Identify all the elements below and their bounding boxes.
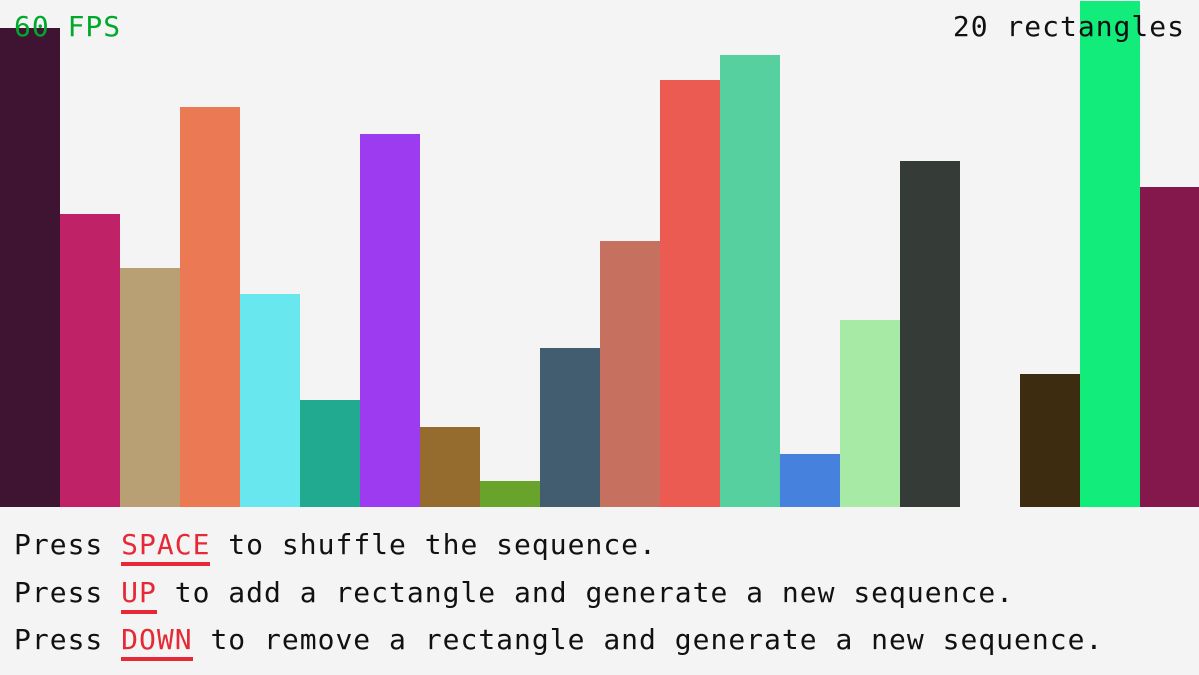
instruction-down: Press DOWN to remove a rectangle and gen… bbox=[14, 623, 1104, 661]
rectangle-bar bbox=[480, 481, 540, 507]
rectangle-bar bbox=[240, 294, 300, 507]
instruction-text: Press bbox=[14, 576, 122, 609]
key-down: DOWN bbox=[121, 623, 193, 661]
instruction-text: Press bbox=[14, 528, 122, 561]
rectangle-count: 20 rectangles bbox=[952, 10, 1185, 43]
key-space: SPACE bbox=[121, 528, 211, 566]
rectangles-area bbox=[0, 1, 1199, 507]
key-up: UP bbox=[121, 576, 157, 614]
rectangle-bar bbox=[360, 134, 420, 507]
rectangle-bar bbox=[540, 348, 600, 507]
rectangle-bar bbox=[720, 55, 780, 507]
instruction-up: Press UP to add a rectangle and generate… bbox=[14, 576, 1015, 614]
fps-counter: 60 FPS bbox=[14, 10, 122, 43]
rectangle-bar bbox=[180, 107, 240, 507]
rectangle-bar bbox=[1020, 374, 1080, 507]
instruction-text: to shuffle the sequence. bbox=[210, 528, 657, 561]
instruction-text: to add a rectangle and generate a new se… bbox=[156, 576, 1015, 609]
rectangle-bar bbox=[0, 28, 60, 507]
rectangle-bar bbox=[1080, 1, 1140, 507]
instruction-text: Press bbox=[14, 623, 122, 656]
rectangle-bar bbox=[120, 268, 180, 507]
rectangle-bar bbox=[900, 161, 960, 507]
rectangle-bar bbox=[60, 214, 120, 507]
rectangle-bar bbox=[780, 454, 840, 507]
rectangle-bar bbox=[660, 80, 720, 507]
rectangle-bar bbox=[420, 427, 480, 507]
rectangle-bar bbox=[1140, 187, 1199, 507]
rectangle-bar bbox=[600, 241, 660, 507]
rectangle-bar bbox=[840, 320, 900, 507]
rectangle-bar bbox=[300, 400, 360, 507]
instruction-text: to remove a rectangle and generate a new… bbox=[192, 623, 1104, 656]
instruction-space: Press SPACE to shuffle the sequence. bbox=[14, 528, 657, 566]
